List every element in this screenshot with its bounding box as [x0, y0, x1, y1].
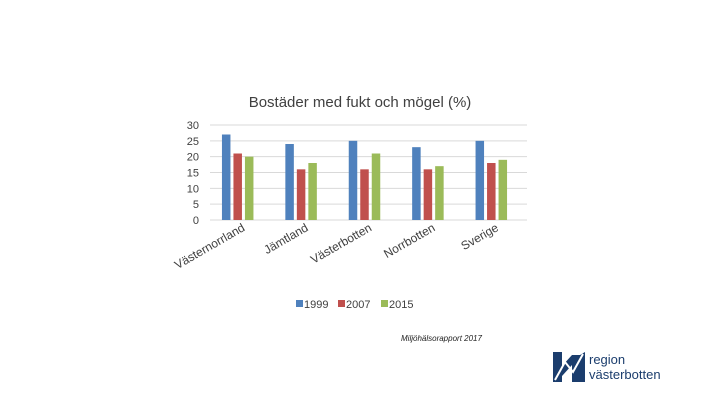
legend-label: 1999: [304, 299, 328, 311]
bar: [296, 169, 306, 220]
legend-label: 2007: [346, 299, 370, 311]
bar: [360, 169, 369, 220]
y-tick-label: 0: [193, 215, 199, 227]
bar: [487, 163, 496, 220]
y-tick-label: 15: [187, 168, 199, 180]
legend: 1999 2007 2015: [296, 299, 413, 311]
legend-label: 2015: [389, 299, 413, 311]
bar: [244, 156, 254, 220]
logo: region västerbotten: [553, 352, 703, 384]
y-tick-label: 5: [193, 199, 199, 211]
region-vasterbotten-logo-icon: [553, 352, 585, 382]
logo-text-line2: västerbotten: [589, 367, 661, 382]
bars: [221, 134, 508, 220]
category-label: Västerbotten: [308, 220, 374, 266]
y-axis-ticks: 0 5 10 15 20 25 30: [187, 120, 199, 227]
bar: [435, 166, 444, 220]
y-tick-label: 10: [187, 183, 199, 195]
bar: [498, 159, 508, 220]
bar: [348, 140, 358, 220]
logo-text-line1: region: [589, 352, 626, 367]
category-label: Västernorrland: [172, 220, 247, 271]
y-tick-label: 20: [187, 152, 199, 164]
category-label: Sverige: [459, 220, 502, 253]
bar: [423, 169, 433, 220]
source-note: Miljöhälsorapport 2017: [401, 334, 482, 343]
bar: [371, 153, 381, 220]
bar: [221, 134, 231, 220]
bar: [285, 144, 294, 220]
bar: [475, 140, 485, 220]
logo-text: region västerbotten: [589, 352, 661, 382]
legend-swatch: [338, 300, 345, 307]
legend-swatch: [296, 300, 303, 307]
bar: [412, 147, 421, 220]
bar: [308, 163, 317, 220]
bar: [233, 153, 242, 220]
y-tick-label: 30: [187, 120, 199, 132]
y-tick-label: 25: [187, 136, 199, 148]
legend-swatch: [381, 300, 388, 307]
category-label: Jämtland: [261, 220, 310, 256]
category-label: Norrbotten: [381, 220, 437, 260]
chart-title: Bostäder med fukt och mögel (%): [249, 94, 472, 111]
